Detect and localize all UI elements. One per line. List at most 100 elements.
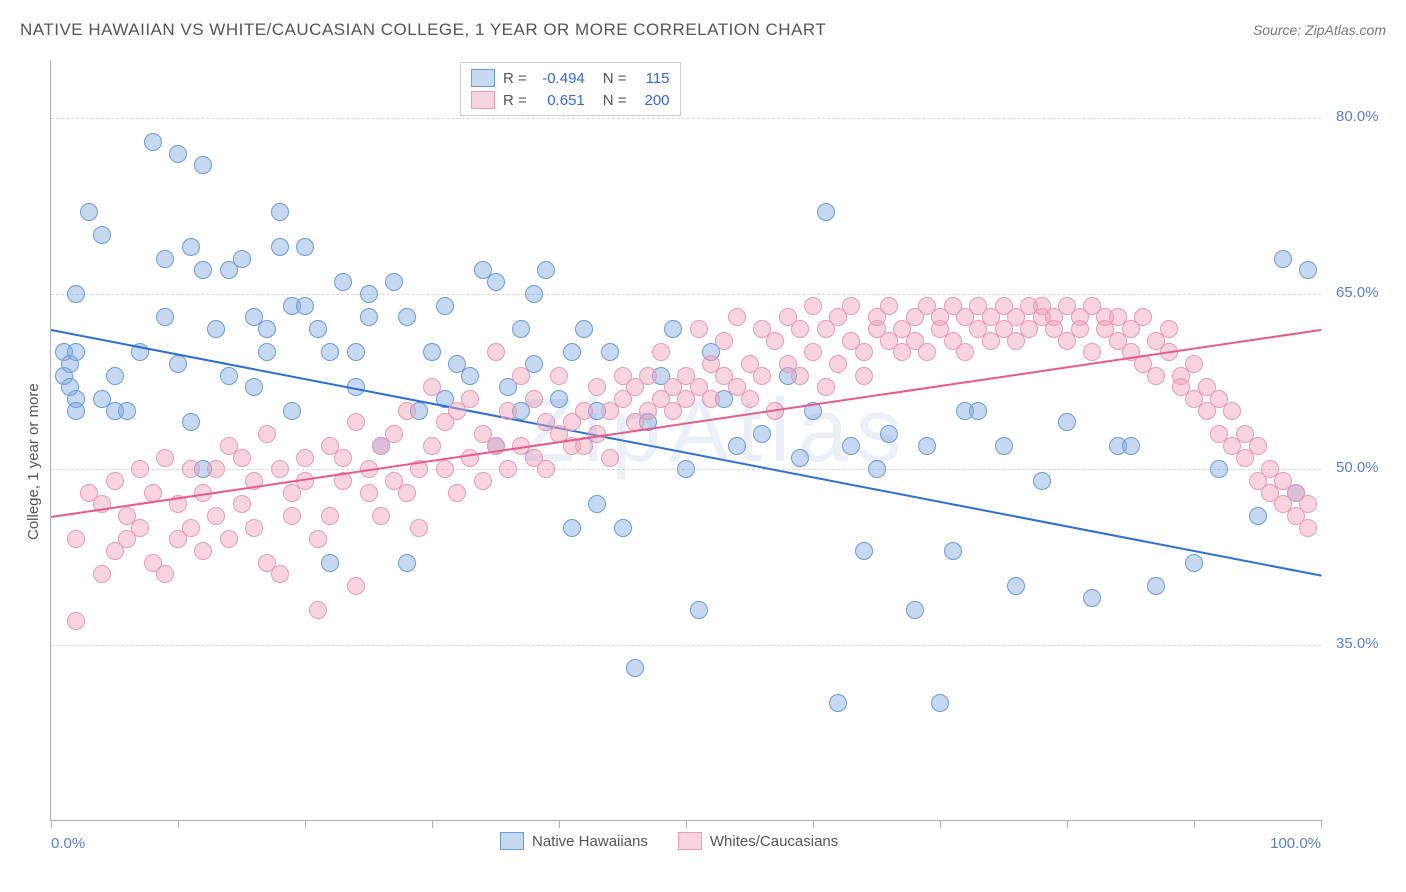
legend-swatch [678, 832, 702, 850]
scatter-point [207, 507, 225, 525]
scatter-point [639, 367, 657, 385]
scatter-point [207, 320, 225, 338]
scatter-point [1058, 413, 1076, 431]
scatter-point [309, 320, 327, 338]
scatter-point [652, 343, 670, 361]
y-tick-label: 50.0% [1336, 459, 1379, 476]
x-tick [813, 820, 814, 828]
scatter-point [804, 297, 822, 315]
scatter-point [829, 694, 847, 712]
scatter-point [194, 261, 212, 279]
x-tick [432, 820, 433, 828]
scatter-point [347, 413, 365, 431]
x-tick [1067, 820, 1068, 828]
title-bar: NATIVE HAWAIIAN VS WHITE/CAUCASIAN COLLE… [20, 20, 1386, 40]
scatter-point [296, 238, 314, 256]
scatter-point [182, 238, 200, 256]
scatter-point [715, 332, 733, 350]
scatter-point [842, 437, 860, 455]
x-tick [305, 820, 306, 828]
chart-title: NATIVE HAWAIIAN VS WHITE/CAUCASIAN COLLE… [20, 20, 826, 40]
scatter-point [690, 601, 708, 619]
scatter-point [106, 367, 124, 385]
scatter-point [410, 519, 428, 537]
scatter-point [1249, 437, 1267, 455]
legend-item: Native Hawaiians [500, 832, 648, 850]
scatter-point [67, 612, 85, 630]
scatter-point [258, 425, 276, 443]
scatter-point [1299, 519, 1317, 537]
x-min-label: 0.0% [51, 835, 85, 852]
scatter-point [156, 565, 174, 583]
scatter-point [817, 203, 835, 221]
scatter-point [423, 378, 441, 396]
scatter-point [614, 519, 632, 537]
scatter-point [385, 425, 403, 443]
scatter-point [169, 145, 187, 163]
x-tick [1194, 820, 1195, 828]
scatter-point [677, 460, 695, 478]
r-label: R = [503, 92, 527, 109]
scatter-point [233, 449, 251, 467]
n-label: N = [603, 92, 627, 109]
scatter-point [575, 402, 593, 420]
x-tick [686, 820, 687, 828]
scatter-point [258, 320, 276, 338]
scatter-point [1134, 308, 1152, 326]
scatter-point [131, 460, 149, 478]
scatter-point [626, 659, 644, 677]
scatter-point [995, 437, 1013, 455]
stats-row: R =0.651N =200 [471, 89, 670, 111]
y-tick-label: 35.0% [1336, 635, 1379, 652]
scatter-point [67, 402, 85, 420]
scatter-point [194, 156, 212, 174]
scatter-point [855, 367, 873, 385]
scatter-point [80, 203, 98, 221]
scatter-point [601, 343, 619, 361]
scatter-point [474, 472, 492, 490]
scatter-point [690, 320, 708, 338]
scatter-point [271, 238, 289, 256]
scatter-point [1185, 554, 1203, 572]
scatter-point [931, 694, 949, 712]
scatter-point [829, 355, 847, 373]
correlation-stats-box: R =-0.494N =115R =0.651N =200 [460, 62, 681, 116]
scatter-point [880, 297, 898, 315]
scatter-point [791, 320, 809, 338]
scatter-point [360, 285, 378, 303]
scatter-point [1223, 402, 1241, 420]
scatter-point [144, 133, 162, 151]
scatter-point [728, 437, 746, 455]
scatter-point [118, 402, 136, 420]
scatter-point [207, 460, 225, 478]
source-label: Source: ZipAtlas.com [1253, 22, 1386, 38]
scatter-point [360, 484, 378, 502]
scatter-point [499, 460, 517, 478]
r-value: -0.494 [535, 70, 585, 87]
series-swatch [471, 69, 495, 87]
scatter-point [220, 530, 238, 548]
scatter-point [271, 460, 289, 478]
scatter-point [321, 554, 339, 572]
scatter-point [766, 332, 784, 350]
scatter-point [296, 297, 314, 315]
scatter-point [360, 308, 378, 326]
legend-item: Whites/Caucasians [678, 832, 838, 850]
scatter-point [156, 308, 174, 326]
series-swatch [471, 91, 495, 109]
y-tick-label: 80.0% [1336, 108, 1379, 125]
scatter-point [1274, 250, 1292, 268]
plot-area: 35.0%50.0%65.0%80.0%0.0%100.0% [50, 60, 1321, 821]
scatter-point [182, 413, 200, 431]
scatter-point [461, 390, 479, 408]
scatter-point [601, 449, 619, 467]
scatter-point [1007, 577, 1025, 595]
scatter-point [182, 519, 200, 537]
scatter-point [309, 530, 327, 548]
scatter-point [144, 484, 162, 502]
x-tick [940, 820, 941, 828]
scatter-point [296, 449, 314, 467]
scatter-point [525, 285, 543, 303]
scatter-point [1083, 343, 1101, 361]
legend-swatch [500, 832, 524, 850]
